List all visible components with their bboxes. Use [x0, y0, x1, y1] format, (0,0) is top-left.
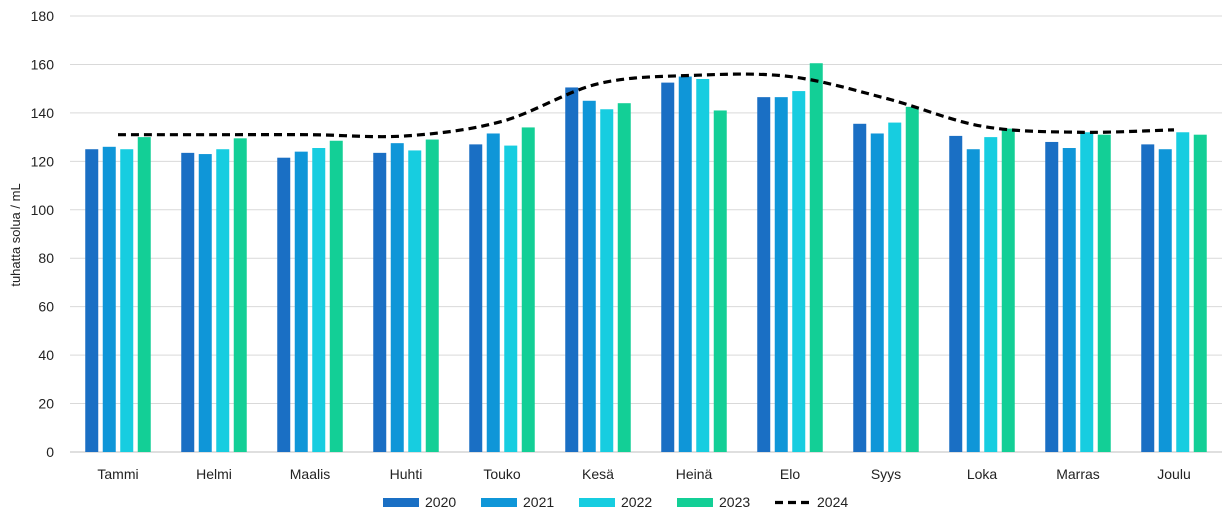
legend-item-2021: 2021 — [481, 494, 554, 510]
legend-label: 2022 — [621, 494, 652, 510]
bar-2022-Huhti — [408, 150, 422, 452]
bar-2023-Syys — [905, 106, 919, 452]
bars — [85, 63, 1207, 453]
legend-item-2023: 2023 — [677, 494, 750, 510]
bar-2022-Marras — [1080, 132, 1094, 452]
bar-2021-Heinä — [678, 76, 692, 453]
bar-2020-Kesä — [565, 87, 579, 452]
y-tick-label: 120 — [31, 153, 55, 169]
bar-2021-Tammi — [102, 146, 116, 453]
bar-2021-Maalis — [294, 151, 308, 452]
bar-2021-Marras — [1062, 148, 1076, 452]
x-tick-label: Touko — [483, 466, 521, 482]
bar-2020-Loka — [949, 135, 963, 452]
legend-item-2024: 2024 — [775, 494, 848, 510]
y-tick-label: 140 — [31, 105, 55, 121]
legend-swatch — [383, 498, 419, 507]
line-2024 — [118, 72, 1175, 139]
y-tick-label: 80 — [38, 250, 54, 266]
bar-2020-Touko — [469, 144, 483, 452]
bar-2022-Syys — [888, 122, 902, 453]
bar-2022-Elo — [792, 91, 806, 452]
legend-label: 2024 — [817, 494, 848, 510]
bar-2020-Helmi — [181, 152, 195, 452]
bar-2022-Loka — [984, 137, 998, 452]
bar-2020-Heinä — [661, 82, 675, 452]
legend-swatch — [677, 498, 713, 507]
bar-2022-Tammi — [120, 149, 134, 452]
bar-2021-Helmi — [198, 154, 212, 453]
bar-2023-Joulu — [1193, 134, 1207, 452]
x-tick-labels: Tammi Helmi Maalis Huhti Touko Kesä Heinä Elo Sy… — [97, 466, 1190, 482]
x-tick-label: Marras — [1056, 466, 1100, 482]
bar-2023-Helmi — [233, 138, 247, 453]
x-tick-label: Kesä — [582, 466, 614, 482]
bar-2023-Marras — [1097, 134, 1111, 452]
bar-2021-Huhti — [390, 143, 404, 452]
bar-2020-Marras — [1045, 141, 1059, 452]
bar-2021-Kesä — [582, 100, 596, 453]
bar-2023-Loka — [1001, 128, 1015, 452]
gridlines — [70, 15, 1222, 453]
x-tick-label: Joulu — [1157, 466, 1190, 482]
y-tick-label: 180 — [31, 8, 55, 24]
bar-2022-Helmi — [216, 149, 230, 452]
bar-2021-Elo — [774, 97, 788, 453]
y-tick-labels: 0 20 40 60 80 100 120 140 160 180 — [31, 8, 55, 460]
y-tick-label: 160 — [31, 56, 55, 72]
x-tick-label: Maalis — [290, 466, 330, 482]
bar-2022-Heinä — [696, 78, 710, 452]
x-tick-label: Heinä — [676, 466, 713, 482]
legend-item-2020: 2020 — [383, 494, 456, 510]
bar-2022-Kesä — [600, 109, 614, 452]
bar-2020-Syys — [853, 123, 867, 453]
bar-2023-Touko — [521, 127, 535, 452]
bar-2023-Kesä — [617, 103, 631, 452]
x-tick-label: Helmi — [196, 466, 232, 482]
legend-label: 2023 — [719, 494, 750, 510]
legend-label: 2021 — [523, 494, 554, 510]
bar-2022-Maalis — [312, 148, 326, 452]
y-tick-label: 60 — [38, 299, 54, 315]
bar-2022-Joulu — [1176, 132, 1190, 452]
x-tick-label: Tammi — [97, 466, 138, 482]
legend-item-2022: 2022 — [579, 494, 652, 510]
y-tick-label: 0 — [46, 444, 54, 460]
line-series — [117, 72, 1175, 139]
y-tick-label: 40 — [38, 347, 54, 363]
bar-2020-Elo — [757, 97, 771, 453]
legend-swatch — [481, 498, 517, 507]
y-axis-title: tuhatta solua / mL — [8, 183, 23, 286]
bar-2020-Tammi — [85, 149, 99, 452]
bar-2022-Touko — [504, 145, 518, 453]
bar-2023-Tammi — [137, 137, 151, 452]
x-tick-label: Elo — [780, 466, 800, 482]
bar-2023-Heinä — [713, 110, 727, 452]
bar-2021-Syys — [870, 133, 884, 452]
bar-2023-Maalis — [329, 140, 343, 452]
legend: 2020 2021 2022 2023 2024 — [383, 494, 848, 510]
bar-2020-Huhti — [373, 152, 387, 452]
x-tick-label: Syys — [871, 466, 901, 482]
bar-2020-Maalis — [277, 157, 291, 452]
y-tick-label: 20 — [38, 396, 54, 412]
bar-2023-Huhti — [425, 139, 439, 453]
bar-2021-Joulu — [1158, 149, 1172, 452]
y-tick-label: 100 — [31, 202, 55, 218]
legend-swatch — [579, 498, 615, 507]
bar-2023-Elo — [809, 63, 823, 452]
bar-2020-Joulu — [1141, 144, 1155, 452]
x-tick-label: Huhti — [390, 466, 423, 482]
legend-label: 2020 — [425, 494, 456, 510]
x-tick-label: Loka — [967, 466, 998, 482]
bar-2021-Touko — [486, 133, 500, 452]
bar-2021-Loka — [966, 149, 980, 452]
